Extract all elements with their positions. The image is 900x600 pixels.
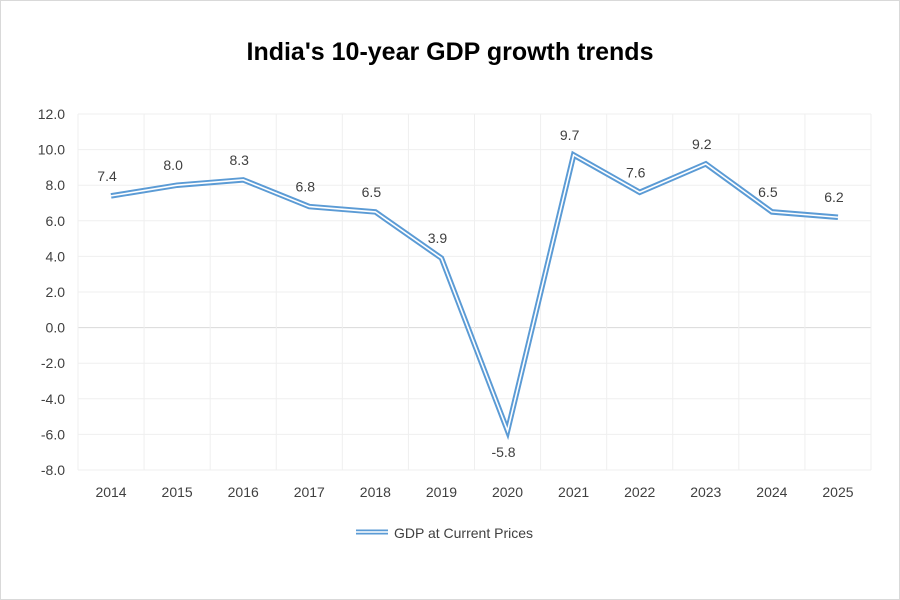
x-tick-label: 2016 <box>228 484 259 500</box>
y-tick-label: -6.0 <box>41 426 65 442</box>
y-tick-label: -4.0 <box>41 391 65 407</box>
data-labels: 7.4 8.0 8.3 6.8 6.5 3.9 -5.8 9.7 7.6 9.2 6.5 6.2 <box>97 127 844 460</box>
y-tick-label: 12.0 <box>38 106 65 122</box>
x-tick-label: 2017 <box>294 484 325 500</box>
y-axis-ticks: -8.0 -6.0 -4.0 -2.0 0.0 2.0 4.0 6.0 8.0 10.0 12.0 <box>38 106 65 478</box>
data-label: -5.8 <box>491 444 515 460</box>
legend: GDP at Current Prices <box>356 525 533 541</box>
series-line-inner <box>110 153 839 434</box>
x-tick-label: 2018 <box>360 484 391 500</box>
y-tick-label: 4.0 <box>46 248 66 264</box>
x-tick-label: 2021 <box>558 484 589 500</box>
y-tick-label: 8.0 <box>46 177 66 193</box>
data-label: 8.0 <box>163 157 183 173</box>
data-label: 6.5 <box>758 184 778 200</box>
data-label: 9.2 <box>692 136 712 152</box>
x-tick-label: 2015 <box>162 484 193 500</box>
y-tick-label: -8.0 <box>41 462 65 478</box>
data-label: 8.3 <box>229 152 249 168</box>
x-tick-label: 2023 <box>690 484 721 500</box>
y-tick-label: 0.0 <box>46 320 66 336</box>
data-label: 6.5 <box>362 184 382 200</box>
x-tick-label: 2022 <box>624 484 655 500</box>
series-group <box>110 150 839 441</box>
data-label: 3.9 <box>428 230 448 246</box>
x-tick-label: 2020 <box>492 484 523 500</box>
legend-label: GDP at Current Prices <box>394 525 533 541</box>
x-tick-label: 2019 <box>426 484 457 500</box>
data-label: 7.4 <box>97 168 117 184</box>
data-label: 7.6 <box>626 164 646 180</box>
y-tick-label: 2.0 <box>46 284 66 300</box>
data-label: 6.2 <box>824 189 844 205</box>
x-tick-label: 2024 <box>756 484 787 500</box>
y-tick-label: -2.0 <box>41 355 65 371</box>
x-tick-label: 2014 <box>95 484 126 500</box>
data-label: 9.7 <box>560 127 580 143</box>
x-tick-label: 2025 <box>822 484 853 500</box>
x-axis-ticks: 2014 2015 2016 2017 2018 2019 2020 2021 2022 2023… <box>95 484 853 500</box>
data-label: 6.8 <box>296 179 316 195</box>
vertical-gridlines <box>77 114 872 470</box>
y-tick-label: 6.0 <box>46 213 66 229</box>
y-tick-label: 10.0 <box>38 142 65 158</box>
chart-title: India's 10-year GDP growth trends <box>246 38 654 66</box>
